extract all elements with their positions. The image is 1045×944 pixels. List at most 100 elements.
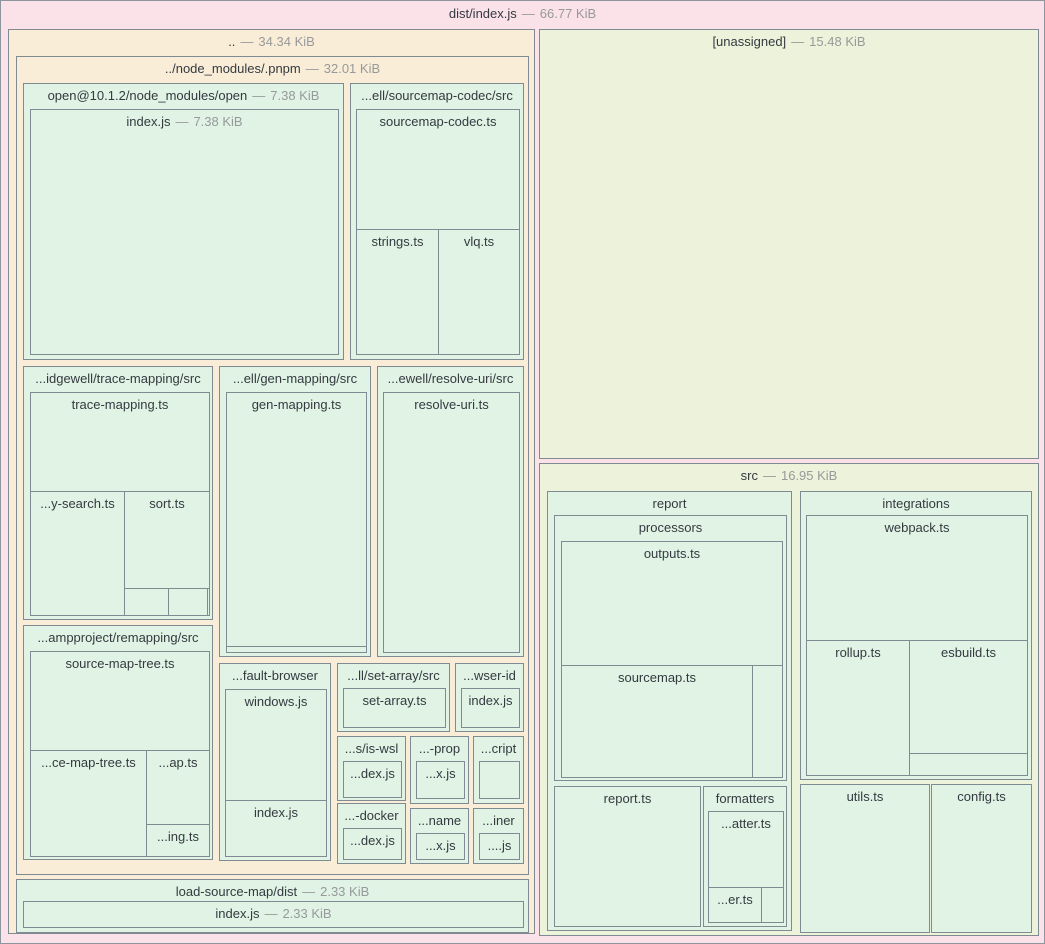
treemap-cell-wserid-dir[interactable]: ...wser-id index.js [455,663,524,732]
cell-label: ../node_modules/.pnpm [164,61,301,76]
treemap-cell-open-index[interactable]: index.js — 7.38 KiB [30,109,339,355]
treemap-cell-prop-dir[interactable]: ...-prop ...x.js [410,736,469,804]
treemap-cell-prop-index[interactable]: ...x.js [416,761,465,799]
treemap-cell-trace-main[interactable]: trace-mapping.ts [30,392,210,492]
treemap-cell-utils[interactable]: utils.ts [800,784,930,933]
cell-label: ...x.js [425,838,456,853]
treemap-cell-name-dir[interactable]: ...name ...x.js [410,808,469,864]
treemap-cell-formatters-dir[interactable]: formatters ...atter.ts ...er.ts [703,786,787,927]
treemap-cell-loadmap-index[interactable]: index.js — 2.33 KiB [23,901,524,928]
cell-label: ...ewell/resolve-uri/src [387,371,514,386]
treemap-cell-config[interactable]: config.ts [931,784,1032,933]
cell-label: ...fault-browser [232,668,318,683]
cell-label: ...iner [482,813,515,828]
treemap-cell-root-title[interactable]: dist/index.js — 66.77 KiB [1,1,1044,27]
treemap-cell-codec-vlq[interactable]: vlq.ts [438,229,520,355]
treemap-cell-iswsl-index[interactable]: ...dex.js [343,761,402,798]
cell-size: 7.38 KiB [270,88,320,103]
treemap-cell-codec-dir[interactable]: ...ell/sourcemap-codec/src sourcemap-cod… [350,83,524,360]
cell-label: ...ce-map-tree.ts [41,755,136,770]
cell-label: ...name [417,813,462,828]
treemap-cell-gen-main[interactable]: gen-mapping.ts [226,392,367,647]
treemap-cell-unlabeled[interactable] [168,588,208,616]
treemap-cell-integrations-dir[interactable]: integrations webpack.ts rollup.ts esbuil… [800,491,1032,780]
cell-size: 15.48 KiB [809,34,866,49]
treemap-cell-codec-strings[interactable]: strings.ts [356,229,439,355]
treemap-cell-remap-ing[interactable]: ...ing.ts [146,824,210,857]
treemap-cell-webpack[interactable]: webpack.ts [806,515,1028,641]
treemap-cell-unassigned[interactable]: [unassigned] — 15.48 KiB [539,29,1039,459]
treemap-cell-rollup[interactable]: rollup.ts [806,640,910,776]
treemap-cell-script-dir[interactable]: ...cript [473,736,524,804]
treemap-cell-unlabeled[interactable] [207,588,210,616]
cell-label: ...dex.js [350,833,395,848]
separator: — [240,34,254,49]
cell-label: ...y-search.ts [40,496,115,511]
treemap-cell-docker-dir[interactable]: ...-docker ...dex.js [337,803,406,864]
treemap-cell-remap-main[interactable]: source-map-tree.ts [30,651,210,751]
cell-size: 2.33 KiB [282,906,332,921]
treemap-cell-browser-dir[interactable]: ...fault-browser windows.js index.js [219,663,331,861]
treemap-cell-processors-dir[interactable]: processors outputs.ts sourcemap.ts [554,515,787,781]
treemap-cell-iner-index[interactable]: ....js [479,833,520,860]
treemap-cell-remap-tree[interactable]: ...ce-map-tree.ts [30,750,147,857]
cell-label: ...dex.js [350,766,395,781]
treemap-cell-browser-windows[interactable]: windows.js [225,689,327,801]
treemap-cell-browser-index[interactable]: index.js [225,800,327,857]
separator: — [252,88,266,103]
treemap-cell-setarray-main[interactable]: set-array.ts [343,688,446,728]
treemap-cell-formatter-ts[interactable]: ...atter.ts [708,811,784,888]
treemap-cell-iswsl-dir[interactable]: ...s/is-wsl ...dex.js [337,736,406,801]
treemap-cell-gen-dir[interactable]: ...ell/gen-mapping/src gen-mapping.ts [219,366,371,657]
cell-label: ...ap.ts [158,755,198,770]
treemap-cell-sourcemap[interactable]: sourcemap.ts [561,665,753,778]
cell-size: 34.34 KiB [258,34,315,49]
cell-size: 16.95 KiB [780,468,838,483]
treemap-cell-trace-dir[interactable]: ...idgewell/trace-mapping/src trace-mapp… [23,366,213,620]
root-size: 66.77 KiB [539,6,597,21]
separator: — [521,6,535,21]
treemap-cell-remap-ap[interactable]: ...ap.ts [146,750,210,825]
cell-label: ...-docker [344,808,399,823]
treemap-cell-unlabeled[interactable] [226,646,367,653]
treemap-cell-codec-main[interactable]: sourcemap-codec.ts [356,109,520,230]
treemap-cell-loadmap-dir[interactable]: load-source-map/dist — 2.33 KiB index.js — 2… [16,879,529,933]
treemap-cell-trace-bsearch[interactable]: ...y-search.ts [30,491,125,616]
cell-label: ...s/is-wsl [344,741,399,756]
separator: — [264,906,278,921]
treemap-cell-src[interactable]: src — 16.95 KiB report processors outputs.… [539,463,1039,936]
treemap-cell-unlabeled[interactable] [479,761,520,799]
cell-label: index.js [215,906,260,921]
treemap-cell-unlabeled[interactable] [909,753,1028,776]
separator: — [791,34,805,49]
treemap-cell-wserid-index[interactable]: index.js [461,688,520,728]
treemap-cell-remap-dir[interactable]: ...ampproject/remapping/src source-map-t… [23,625,213,860]
treemap-cell-iner-dir[interactable]: ...iner ....js [473,808,524,864]
treemap-cell-outputs[interactable]: outputs.ts [561,541,783,666]
treemap-cell-unlabeled[interactable] [761,887,784,923]
treemap-cell-esbuild[interactable]: esbuild.ts [909,640,1028,754]
cell-label: ...ing.ts [157,829,199,844]
cell-label: ...cript [480,741,517,756]
treemap-cell-pnpm[interactable]: ../node_modules/.pnpm — 32.01 KiB open@10.… [16,56,529,875]
treemap-cell-setarray-dir[interactable]: ...ll/set-array/src set-array.ts [337,663,450,732]
treemap-cell-docker-index[interactable]: ...dex.js [343,828,402,860]
treemap-cell-resolve-dir[interactable]: ...ewell/resolve-uri/src resolve-uri.ts [377,366,524,657]
cell-label: report [652,496,687,511]
cell-label: ....js [487,838,512,853]
treemap-cell-resolve-main[interactable]: resolve-uri.ts [383,392,520,653]
treemap-cell-report-dir[interactable]: report processors outputs.ts sourcemap.t… [547,491,792,931]
cell-size: 2.33 KiB [320,884,370,899]
treemap-cell-er-ts[interactable]: ...er.ts [708,887,762,923]
treemap-cell-unlabeled[interactable] [124,588,169,616]
treemap-cell-unlabeled[interactable] [752,665,783,778]
cell-label: ...ll/set-array/src [347,668,440,683]
cell-label: trace-mapping.ts [71,397,169,412]
treemap-cell-name-index[interactable]: ...x.js [416,833,465,860]
treemap-cell-open-pkg[interactable]: open@10.1.2/node_modules/open — 7.38 KiB i… [23,83,344,360]
treemap-cell-parent-dir[interactable]: .. — 34.34 KiB ../node_modules/.pnpm — 32.01… [8,29,535,934]
treemap-cell-report-ts[interactable]: report.ts [554,786,701,927]
treemap-cell-trace-sort[interactable]: sort.ts [124,491,210,589]
cell-label: ...idgewell/trace-mapping/src [35,371,201,386]
